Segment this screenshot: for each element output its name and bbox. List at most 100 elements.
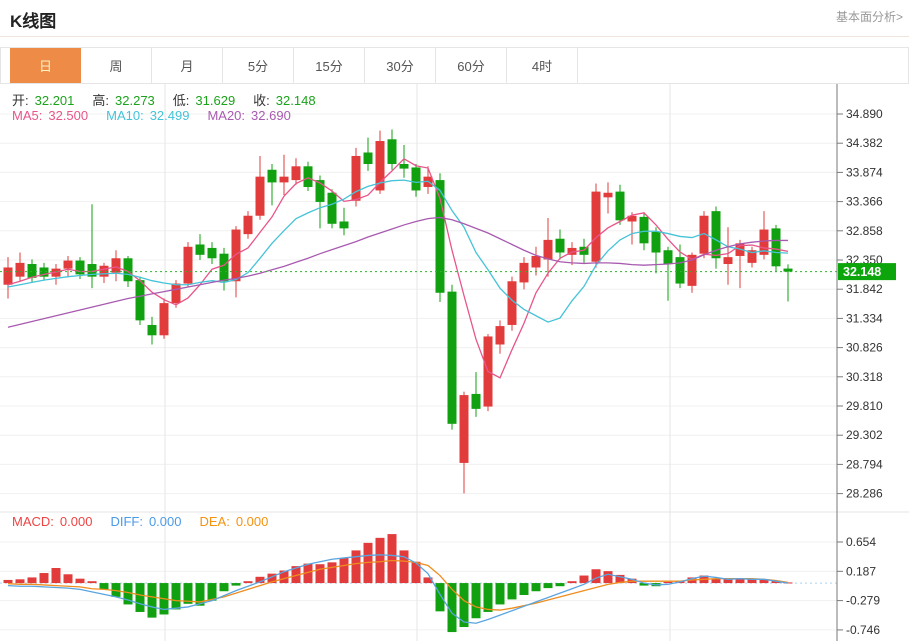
candle-body (291, 166, 301, 181)
axis-tick-label: 29.302 (846, 428, 883, 442)
macd-bar (543, 583, 553, 589)
macd-bar (507, 583, 517, 600)
macd-bar (75, 578, 85, 584)
axis-tick-label: 28.794 (846, 457, 883, 471)
candle-body (399, 164, 409, 169)
legend-value: 0.000 (148, 514, 182, 529)
macd-bar (87, 581, 97, 584)
axis-tick-label: 28.286 (846, 487, 883, 501)
macd-bar (603, 571, 613, 584)
legend-label: DIFF: (110, 514, 143, 529)
axis-tick-label: 30.318 (846, 370, 883, 384)
macd-legend: MACD: 0.000 DIFF: 0.000 DEA: 0.000 (12, 514, 286, 529)
tab-30min[interactable]: 30分 (365, 48, 436, 83)
candle-body (231, 229, 241, 282)
kline-chart-area: 34.890 34.382 33.874 33.366 32.858 32.350 31.8… (0, 84, 909, 641)
candle-body (135, 280, 145, 321)
macd-bar (27, 577, 37, 584)
ohlc-legend: 开: 32.201 高: 32.273 低: 31.629 收: 32.148 (12, 90, 334, 109)
candle-body (15, 262, 25, 277)
macd-bar (327, 562, 337, 584)
macd-bar (459, 583, 469, 628)
candle-body (39, 267, 49, 277)
legend-label: DEA: (199, 514, 230, 529)
candle-body (675, 257, 685, 284)
axis-tick-label: 0.187 (846, 564, 876, 578)
kline-chart-canvas: 34.89034.38233.87433.36632.85832.35031.8… (0, 84, 909, 641)
candle-body (615, 191, 625, 221)
page-title: K线图 (10, 12, 57, 31)
axis-tick-label: -0.279 (846, 594, 880, 608)
candle-body (555, 238, 565, 253)
legend-label: MACD: (12, 514, 54, 529)
macd-bar (243, 581, 253, 584)
tab-month[interactable]: 月 (152, 48, 223, 83)
macd-bar (231, 583, 241, 586)
macd-bar (255, 576, 265, 584)
macd-bar (423, 577, 433, 584)
candle-body (591, 191, 601, 262)
macd-bar (339, 557, 349, 584)
tab-5min[interactable]: 5分 (223, 48, 294, 83)
candle-body (387, 139, 397, 165)
page-header: K线图 基本面分析> (0, 0, 909, 37)
macd-bar (147, 583, 157, 618)
legend-value: 0.000 (59, 514, 93, 529)
candle-body (447, 291, 457, 424)
candle-body (99, 265, 109, 277)
tab-week[interactable]: 周 (81, 48, 152, 83)
ma10-line (7, 179, 789, 323)
candle-body (771, 228, 781, 267)
candle-body (183, 246, 193, 284)
legend-label: 收: (253, 93, 270, 108)
candle-body (435, 180, 445, 293)
candle-body (507, 281, 517, 325)
tab-15min[interactable]: 15分 (294, 48, 365, 83)
macd-bar (555, 583, 565, 587)
candle-body (255, 176, 265, 216)
axis-tick-label: -0.746 (846, 623, 880, 637)
tab-4hour[interactable]: 4时 (507, 48, 578, 83)
axis-tick-label: 29.810 (846, 399, 883, 413)
candle-body (687, 254, 697, 286)
candle-body (279, 176, 289, 183)
period-tabbar: 日周月 5分 15分 30分 60分 4时 (0, 47, 909, 84)
candle-body (747, 250, 757, 263)
last-price-badge-text: 32.148 (843, 265, 881, 279)
macd-bar (51, 568, 61, 584)
macd-bar (375, 537, 385, 584)
candle-body (459, 395, 469, 463)
macd-bar (711, 578, 721, 584)
macd-bar (15, 579, 25, 584)
candle-body (171, 283, 181, 304)
axis-tick-label: 34.382 (846, 136, 883, 150)
candle-body (327, 192, 337, 224)
legend-label: MA20: (207, 108, 246, 123)
macd-bar (759, 579, 769, 584)
tab-60min[interactable]: 60分 (436, 48, 507, 83)
tab-day[interactable]: 日 (10, 48, 81, 83)
candle-body (267, 169, 277, 183)
fundamental-analysis-link[interactable]: 基本面分析> (835, 10, 903, 24)
candle-body (315, 180, 325, 202)
macd-bar (315, 564, 325, 584)
ma5-line (7, 158, 789, 379)
candle-body (3, 267, 13, 285)
legend-value: 32.499 (149, 108, 190, 123)
legend-value: 32.201 (34, 93, 75, 108)
macd-bar (567, 581, 577, 584)
macd-bar (171, 583, 181, 610)
macd-bar (267, 573, 277, 584)
macd-bar (123, 583, 133, 605)
macd-bar (399, 550, 409, 584)
candle-body (303, 166, 313, 187)
legend-value: 32.273 (115, 93, 155, 108)
last-price-badge (838, 263, 896, 281)
macd-bar (747, 578, 757, 584)
macd-bar (495, 583, 505, 605)
macd-bar (663, 581, 673, 584)
candle-body (651, 231, 661, 253)
candle-body (363, 152, 373, 165)
candle-body (63, 260, 73, 269)
candle-body (495, 326, 505, 345)
